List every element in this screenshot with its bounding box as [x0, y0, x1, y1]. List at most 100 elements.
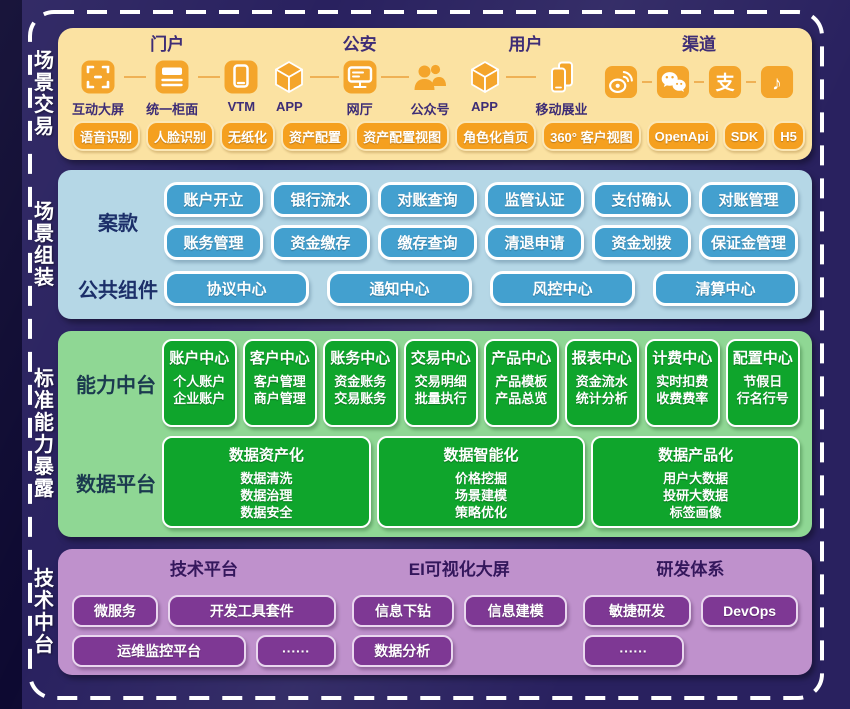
icon-item: APP: [268, 59, 310, 114]
tech-chip: DevOps: [701, 595, 798, 627]
assembly-module-chip: 监管认证: [485, 182, 584, 217]
side-label-char: 标: [34, 368, 54, 390]
side-label-tech-center: 技术中台: [30, 549, 58, 675]
side-label-char: 术: [34, 590, 54, 612]
card-lines: 客户管理 商户管理: [247, 373, 314, 407]
tech-chip-row: ······: [582, 635, 798, 667]
data-platform-cards: 数据资产化 数据清洗 数据治理 数据安全 数据智能化 价格挖掘 场景建模 策略优化 数据产品化用…: [162, 436, 801, 528]
card-title: 产品中心: [491, 350, 552, 367]
card-title: 计费中心: [652, 350, 713, 367]
connector-line: [694, 81, 705, 83]
card-line: 行名行号: [736, 391, 789, 406]
tech-chip-row: 数据分析: [351, 635, 567, 667]
scene-trade-group: 门户 互动大屏 统一柜面 VTM: [72, 33, 262, 118]
side-label-char: 组: [34, 244, 54, 267]
icon-label: APP: [471, 99, 498, 114]
capability-center-card: 报表中心 资金流水 统计分析: [564, 339, 639, 427]
assembly-module-chip: 支付确认: [592, 182, 691, 217]
card-line: 产品模板: [495, 374, 548, 389]
card-lines: 交易明细 批量执行: [408, 373, 475, 407]
tech-chip-row: 运维监控平台 ······: [72, 635, 336, 667]
scene-trade-feature-chip: 360° 客户视图: [542, 121, 641, 151]
scene-trade-feature-chip: 资产配置: [281, 121, 350, 151]
card-title: 配置中心: [732, 350, 793, 367]
icon-row: 支 ♪: [600, 65, 798, 99]
scene-trade-feature-chip: OpenApi: [646, 121, 717, 151]
assembly-module-chip: 对账管理: [699, 182, 798, 217]
tech-chip: 信息建模: [464, 595, 567, 627]
card-line: 策略优化: [455, 505, 508, 520]
icon-label: 移动展业: [535, 102, 588, 117]
assembly-row-label: 公共组件: [78, 280, 158, 302]
tech-chip: ······: [582, 635, 684, 667]
card-line: 收费费率: [656, 391, 709, 406]
interactive-screen-icon: [80, 59, 116, 95]
assembly-module-chip: 资金划拨: [592, 225, 691, 260]
data-platform-card: 数据产品化 用户大数据 投研大数据 标签画像: [591, 436, 801, 528]
side-label-char: 准: [34, 390, 54, 412]
icon-row: 互动大屏 统一柜面 VTM: [72, 59, 262, 118]
side-label-char: 能: [34, 412, 54, 434]
capability-center-card: 账户中心 个人账户 企业账户: [162, 339, 237, 427]
dashed-border-rect: [28, 10, 824, 700]
group-title: 渠道: [682, 35, 717, 54]
app-cube-icon: [467, 59, 503, 95]
assembly-module-chip: 对账查询: [378, 182, 477, 217]
svg-text:支: 支: [716, 72, 735, 94]
card-title: 账务中心: [330, 350, 391, 367]
card-lines: 实时扣费 收费费率: [649, 373, 716, 407]
assembly-row: 公共组件 协议中心 通知中心 风控中心 清算中心: [72, 270, 798, 307]
tech-column: EI可视化大屏 信息下钻 信息建模 数据分析: [351, 559, 567, 667]
card-line: 资金流水: [575, 374, 628, 389]
scene-trade-feature-chip: 资产配置视图: [355, 121, 450, 151]
icon-item: ♪: [756, 65, 798, 99]
capability-center-card: 产品中心 产品模板 产品总览: [484, 339, 559, 427]
scene-trade-group: 公安 APP 网厅 公众号: [268, 33, 451, 118]
assembly-module-chip: 缴存查询: [378, 225, 477, 260]
scene-trade-groups: 门户 互动大屏 统一柜面 VTM 公安 APP 网厅 公众号 用户 APP 移动展业 渠道支 ♪: [72, 33, 798, 118]
capability-center-card: 客户中心 客户管理 商户管理: [242, 339, 317, 427]
card-line: 用户大数据: [663, 471, 729, 486]
app-cube-icon: [271, 59, 307, 95]
group-title: 门户: [150, 35, 185, 54]
connector-line: [746, 81, 757, 83]
card-line: 企业账户: [173, 391, 226, 406]
group-title: 公安: [342, 35, 377, 54]
card-line: 投研大数据: [663, 488, 729, 503]
capability-center-card: 配置中心 节假日 行名行号: [725, 339, 800, 427]
icon-item: [652, 65, 694, 99]
icon-item: VTM: [220, 59, 262, 114]
tech-chip: 数据分析: [351, 635, 453, 667]
svg-text:♪: ♪: [772, 73, 782, 95]
scene-trade-feature-chip: 人脸识别: [146, 121, 215, 151]
icon-item: 支: [704, 65, 746, 99]
card-title: 交易中心: [410, 350, 471, 367]
unified-counter-icon: [154, 59, 190, 95]
icon-label: APP: [275, 99, 303, 114]
icon-label: 公众号: [410, 102, 450, 117]
card-line: 批量执行: [414, 391, 467, 406]
side-label-capability-expose: 标准能力暴露: [30, 331, 58, 537]
wechat-icon: [656, 65, 690, 99]
section-tech-center: 技术平台 微服务 开发工具套件 运维监控平台 ······ EI可视化大屏 信息下钻 信息建模…: [58, 549, 812, 675]
side-label-scene-trade: 场景交易: [30, 28, 58, 160]
icon-label: 统一柜面: [146, 102, 199, 117]
assembly-module-chip: 协议中心: [164, 271, 309, 306]
card-lines: 数据清洗 数据治理 数据安全: [166, 470, 367, 521]
card-line: 数据清洗: [240, 471, 293, 486]
card-line: 标签画像: [669, 505, 722, 520]
assembly-module-chip: 通知中心: [327, 271, 472, 306]
weibo-icon: [604, 65, 638, 99]
card-line: 价格挖掘: [455, 471, 508, 486]
assembly-chip-row: 协议中心 通知中心 风控中心 清算中心: [164, 271, 798, 306]
assembly-chip-row: 账户开立 银行流水 对账查询 监管认证 支付确认 对账管理: [164, 182, 798, 217]
icon-label: 网厅: [346, 102, 373, 117]
assembly-module-chip: 清算中心: [653, 271, 798, 306]
card-line: 交易明细: [414, 374, 467, 389]
card-lines: 资金账务 交易账务: [327, 373, 394, 407]
side-label-char: 装: [34, 266, 54, 289]
assembly-row-body: 账户开立 银行流水 对账查询 监管认证 支付确认 对账管理 账务管理 资金缴存 缴存查询 清退申请…: [164, 182, 798, 260]
connector-line: [310, 76, 339, 78]
